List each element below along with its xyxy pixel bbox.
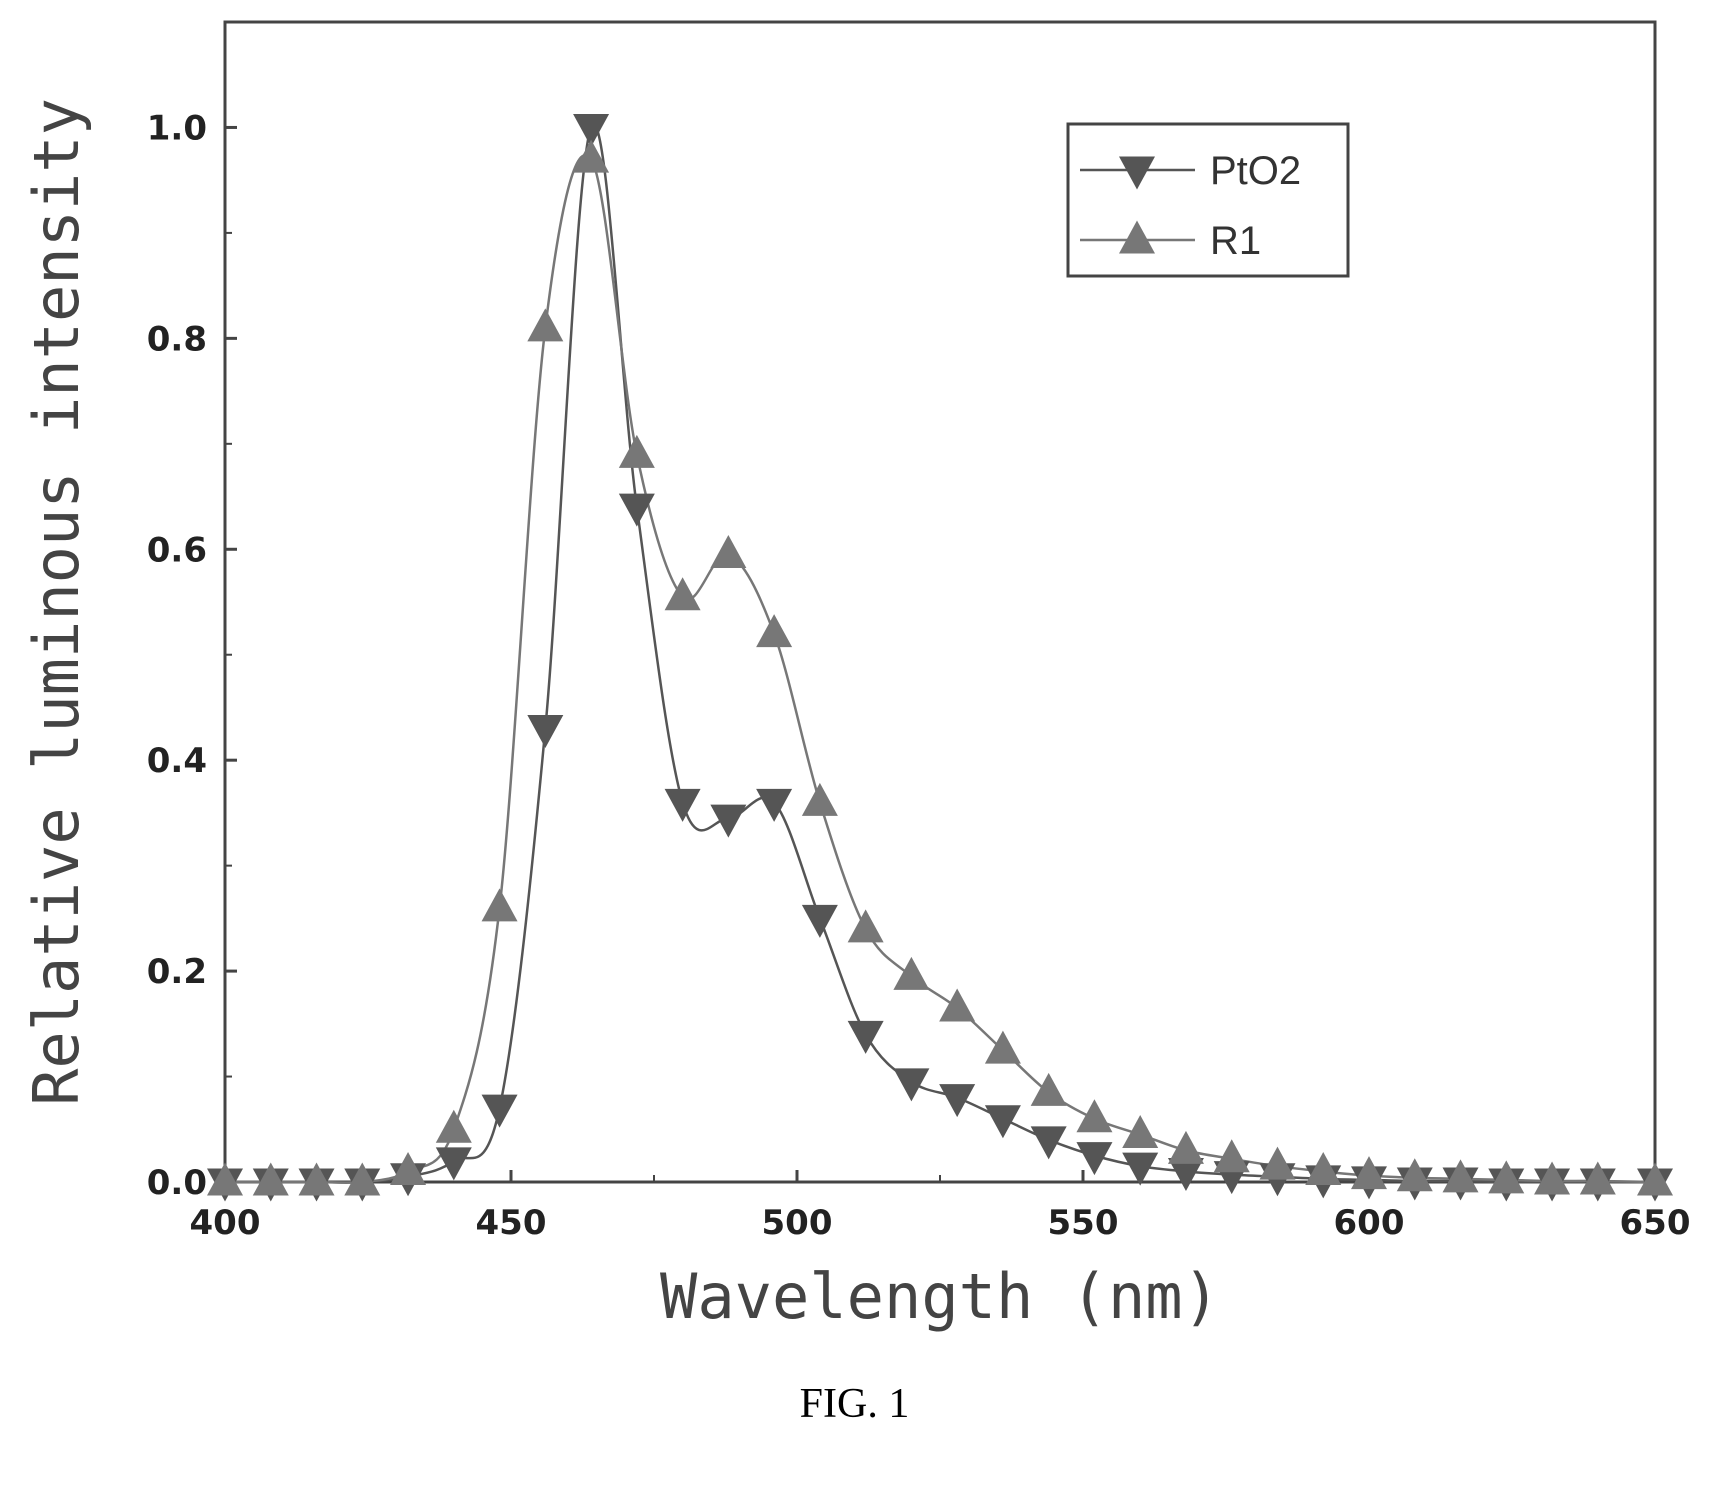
series-line-0 xyxy=(225,123,1655,1184)
x-tick-label: 400 xyxy=(190,1203,261,1243)
data-point-1 xyxy=(756,614,793,648)
x-tick-label: 450 xyxy=(476,1203,547,1243)
x-axis-title: Wavelength (nm) xyxy=(660,1260,1220,1333)
data-point-1 xyxy=(252,1162,289,1196)
data-point-1 xyxy=(390,1151,427,1185)
x-tick-label: 650 xyxy=(1620,1203,1691,1243)
data-point-1 xyxy=(618,434,655,468)
data-point-0 xyxy=(1122,1152,1159,1186)
data-point-0 xyxy=(573,113,610,147)
data-point-1 xyxy=(1167,1130,1204,1164)
data-point-0 xyxy=(939,1084,976,1118)
y-axis-title: Relative luminous intensity xyxy=(20,98,93,1106)
axis-ticks: 400 450 500 550 600 650 0.0 0.2 0.4 0.6 0.8 1.0 xyxy=(147,21,1691,1243)
data-point-1 xyxy=(1488,1160,1525,1194)
data-point-1 xyxy=(298,1162,335,1196)
y-tick-label: 0.4 xyxy=(147,741,207,781)
data-point-0 xyxy=(710,804,747,838)
legend-label: R1 xyxy=(1210,219,1261,263)
y-tick-label: 0.6 xyxy=(147,530,207,570)
data-point-1 xyxy=(1213,1139,1250,1173)
series-lines xyxy=(225,123,1656,1185)
y-tick-label: 0.8 xyxy=(147,319,207,359)
data-point-0 xyxy=(481,1094,518,1128)
data-point-0 xyxy=(756,788,793,822)
data-point-0 xyxy=(1076,1142,1113,1176)
x-tick-label: 550 xyxy=(1048,1203,1119,1243)
data-point-1 xyxy=(481,888,518,922)
y-tick-label: 0.0 xyxy=(147,1163,207,1203)
data-point-0 xyxy=(1030,1126,1067,1160)
legend-marker xyxy=(1119,220,1155,254)
data-point-1 xyxy=(801,782,838,816)
x-tick-label: 600 xyxy=(1334,1203,1405,1243)
data-point-0 xyxy=(893,1068,930,1102)
legend-box xyxy=(1066,122,1350,278)
data-point-1 xyxy=(1442,1159,1479,1193)
data-point-0 xyxy=(435,1147,472,1181)
data-point-1 xyxy=(207,1162,243,1196)
data-point-1 xyxy=(847,909,884,943)
data-point-1 xyxy=(1122,1115,1159,1149)
series-line-1 xyxy=(225,153,1656,1185)
data-point-1 xyxy=(435,1109,472,1143)
data-point-1 xyxy=(1259,1146,1296,1180)
data-point-1 xyxy=(710,535,747,569)
data-point-0 xyxy=(618,493,655,527)
data-point-0 xyxy=(527,715,564,749)
plot-frame xyxy=(223,20,1657,1184)
data-point-0 xyxy=(984,1105,1021,1139)
data-point-1 xyxy=(939,988,976,1022)
data-point-1 xyxy=(664,577,701,611)
data-point-0 xyxy=(847,1020,884,1054)
data-point-1 xyxy=(527,308,564,342)
data-point-1 xyxy=(1534,1161,1571,1195)
data-point-1 xyxy=(1351,1156,1387,1190)
data-point-1 xyxy=(1637,1162,1673,1196)
legend-marker xyxy=(1119,156,1155,190)
series-markers xyxy=(207,113,1673,1202)
legend-label: PtO2 xyxy=(1210,149,1301,193)
data-point-1 xyxy=(1396,1158,1433,1192)
figure-caption: FIG. 1 xyxy=(799,1381,910,1427)
data-point-1 xyxy=(344,1162,381,1196)
data-point-1 xyxy=(1076,1099,1113,1133)
legend: PtO2 R1 xyxy=(1066,122,1350,278)
data-point-1 xyxy=(1579,1161,1616,1195)
x-tick-label: 500 xyxy=(762,1203,833,1243)
data-point-0 xyxy=(1167,1157,1204,1191)
data-point-1 xyxy=(893,956,930,990)
data-point-1 xyxy=(1030,1072,1067,1106)
data-point-1 xyxy=(1305,1151,1342,1185)
data-point-0 xyxy=(801,904,838,938)
data-point-1 xyxy=(984,1030,1021,1064)
data-point-0 xyxy=(664,788,701,822)
data-point-1 xyxy=(573,139,610,173)
y-tick-label: 1.0 xyxy=(147,108,207,148)
y-tick-label: 0.2 xyxy=(147,952,207,992)
